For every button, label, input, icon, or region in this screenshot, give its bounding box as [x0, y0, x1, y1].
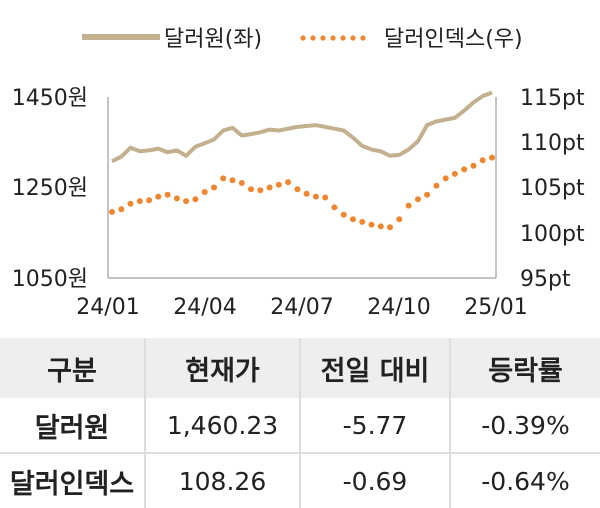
dxy-point: [257, 187, 263, 193]
dxy-point: [174, 195, 180, 201]
row-rate: -0.64%: [450, 453, 600, 508]
dxy-point: [378, 223, 384, 229]
y-left-tick: 1250원: [12, 176, 88, 201]
dxy-point: [443, 175, 449, 181]
dxy-point: [239, 180, 245, 186]
y-right-tick: 115pt: [520, 86, 585, 111]
y-right-tick: 100pt: [520, 222, 585, 247]
x-tick: 24/10: [367, 295, 430, 320]
dxy-point: [424, 192, 430, 198]
dxy-point: [109, 209, 115, 215]
dxy-point: [285, 179, 291, 185]
x-tick: 25/01: [464, 295, 527, 320]
dxy-point: [276, 182, 282, 188]
table-row: 달러원 1,460.23 -5.77 -0.39%: [0, 398, 600, 453]
legend-dot: [320, 35, 325, 40]
dxy-point: [128, 201, 134, 207]
dxy-point: [471, 163, 477, 169]
legend-dot: [300, 35, 305, 40]
dxy-point: [146, 197, 152, 203]
dxy-point: [137, 198, 143, 204]
y-right-tick: 95pt: [520, 267, 571, 292]
dxy-point: [415, 196, 421, 202]
y-left-tick: 1450원: [12, 86, 88, 111]
dxy-point: [304, 191, 310, 197]
legend-label-usdkrw: 달러원(좌): [164, 27, 262, 52]
row-change: -5.77: [300, 398, 450, 453]
row-name: 달러원: [0, 398, 145, 453]
y-right-tick: 110pt: [520, 131, 585, 156]
dxy-point: [248, 186, 254, 192]
row-name: 달러인덱스: [0, 453, 145, 508]
dxy-point: [230, 177, 236, 183]
fx-chart: 달러원(좌) 달러인덱스(우) 1450원 1250원 1050원 115pt …: [0, 0, 600, 338]
dxy-point: [192, 196, 198, 202]
chart-legend: 달러원(좌) 달러인덱스(우): [82, 27, 523, 52]
dxy-point: [155, 194, 161, 200]
usdkrw-line: [112, 93, 492, 162]
x-tick: 24/07: [270, 295, 333, 320]
dxy-point: [350, 216, 356, 222]
dxy-point: [433, 183, 439, 189]
dxy-point: [331, 204, 337, 210]
legend-dot-swatch: [300, 35, 365, 40]
dxy-point: [118, 206, 124, 212]
dxy-point: [341, 212, 347, 218]
y-right-tick: 105pt: [520, 176, 585, 201]
table-header: 현재가: [145, 338, 300, 398]
dxy-point: [183, 198, 189, 204]
dxy-point: [461, 166, 467, 172]
row-change: -0.69: [300, 453, 450, 508]
dxy-point: [359, 219, 365, 225]
legend-dot: [310, 35, 315, 40]
dxy-point: [211, 185, 217, 191]
series-usdkrw: [112, 92, 492, 161]
table-header: 구분: [0, 338, 145, 398]
dxy-point: [480, 157, 486, 163]
x-tick: 24/04: [173, 295, 236, 320]
legend-dot: [360, 35, 365, 40]
table-header-row: 구분 현재가 전일 대비 등락률: [0, 338, 600, 398]
series-dxy: [109, 155, 495, 231]
dxy-point: [322, 195, 328, 201]
legend-dot: [340, 35, 345, 40]
fx-table: 구분 현재가 전일 대비 등락률 달러원 1,460.23 -5.77 -0.3…: [0, 338, 600, 508]
dxy-point: [406, 203, 412, 209]
row-price: 108.26: [145, 453, 300, 508]
dxy-point: [369, 222, 375, 228]
dxy-point: [202, 189, 208, 195]
chart-axes: 1450원 1250원 1050원 115pt 110pt 105pt 100p…: [12, 86, 585, 320]
table-header: 등락률: [450, 338, 600, 398]
dxy-point: [165, 192, 171, 198]
y-left-tick: 1050원: [12, 267, 88, 292]
dxy-point: [313, 194, 319, 200]
legend-label-dxy: 달러인덱스(우): [384, 27, 523, 52]
dxy-point: [452, 171, 458, 177]
legend-dot: [350, 35, 355, 40]
dxy-point: [267, 185, 273, 191]
dxy-point: [220, 175, 226, 181]
x-tick: 24/01: [76, 295, 139, 320]
legend-dot: [330, 35, 335, 40]
dxy-point: [489, 155, 495, 161]
dxy-point: [387, 224, 393, 230]
dxy-point: [294, 186, 300, 192]
dxy-point: [396, 216, 402, 222]
row-price: 1,460.23: [145, 398, 300, 453]
table-row: 달러인덱스 108.26 -0.69 -0.64%: [0, 453, 600, 508]
table-header: 전일 대비: [300, 338, 450, 398]
row-rate: -0.39%: [450, 398, 600, 453]
